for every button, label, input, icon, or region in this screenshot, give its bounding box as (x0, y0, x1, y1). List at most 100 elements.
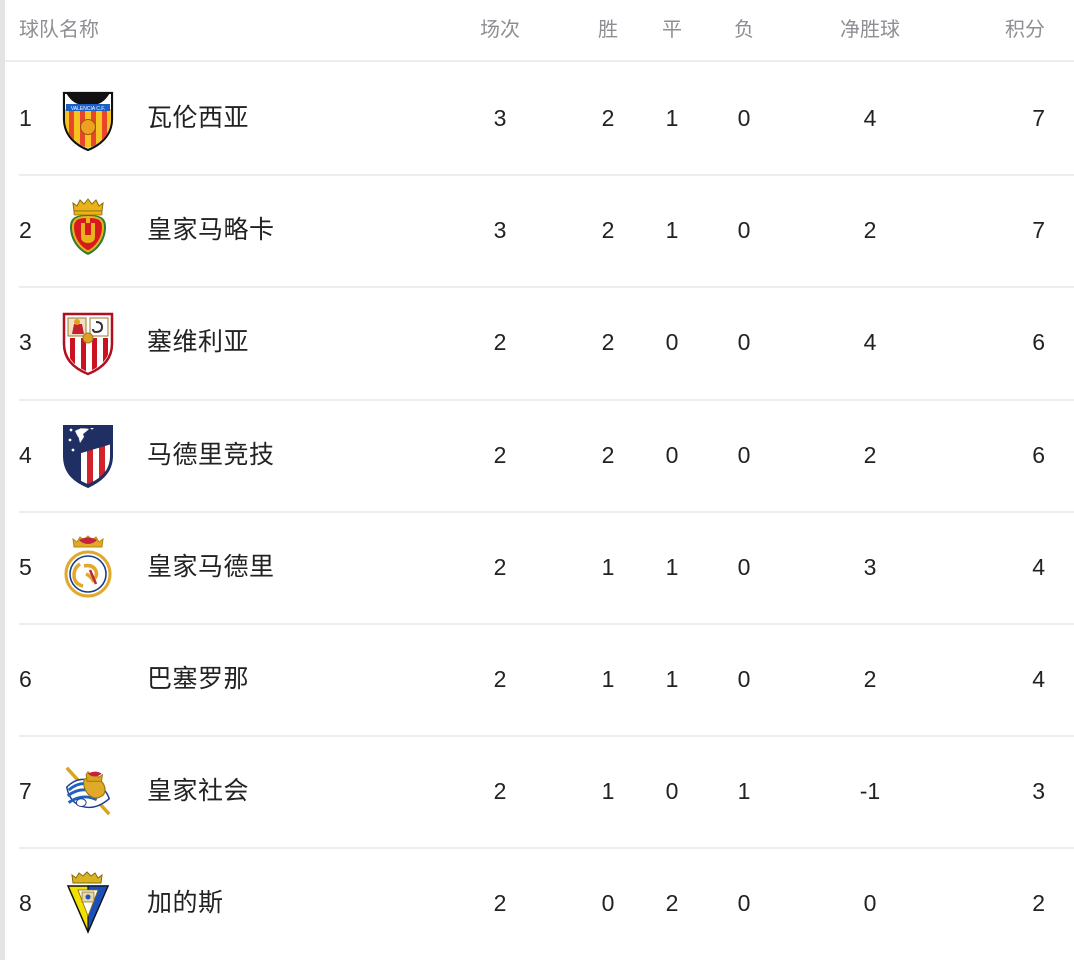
team-cell[interactable]: 6 巴塞罗那 (19, 623, 439, 735)
real-sociedad-crest (59, 757, 117, 825)
win-value: 2 (601, 105, 615, 131)
column-header-team[interactable]: 球队名称 (19, 19, 99, 41)
real-sociedad-crest-art (65, 766, 111, 816)
goal-difference-value: 0 (863, 890, 877, 917)
table-row[interactable]: 4 马德里竞技 2 (5, 398, 1074, 511)
points-value: 4 (1032, 553, 1045, 580)
win-value: 1 (601, 665, 615, 692)
team-cell[interactable]: 1 VALENCIA C.F. 瓦伦西亚 (19, 62, 439, 174)
table-row[interactable]: 7 皇家社会 2 1 0 1 -1 3 (5, 735, 1074, 847)
draw-value: 1 (665, 217, 679, 244)
table-row[interactable]: 1 VALENCIA C.F. 瓦伦西亚 3 2 1 0 (5, 62, 1074, 174)
column-header-win[interactable]: 胜 (598, 19, 618, 41)
table-row[interactable]: 8 加的斯 2 0 2 0 0 2 (5, 847, 1074, 959)
team-name[interactable]: 皇家马德里 (147, 552, 275, 581)
loss-value: 0 (737, 553, 751, 580)
team-cell[interactable]: 2 皇家马略卡 (19, 174, 439, 286)
goal-difference-value: 2 (863, 665, 877, 692)
goal-difference-value: 4 (863, 105, 877, 131)
valencia-crest-art: VALENCIA C.F. (62, 91, 114, 152)
draw-value: 0 (665, 441, 679, 468)
team-cell[interactable]: 3 塞维利亚 (19, 286, 439, 398)
real-madrid-crest-art (64, 535, 112, 598)
played-value: 3 (493, 217, 507, 244)
win-value: 1 (601, 553, 615, 580)
points-value: 7 (1032, 105, 1045, 131)
team-name[interactable]: 巴塞罗那 (147, 664, 250, 693)
valencia-crest: VALENCIA C.F. (59, 84, 117, 152)
table-row[interactable]: 6 巴塞罗那 2 1 1 0 2 4 (5, 622, 1074, 735)
left-edge-gutter (0, 0, 5, 960)
draw-value: 0 (665, 778, 679, 805)
draw-value: 0 (665, 329, 679, 356)
column-header-loss[interactable]: 负 (734, 19, 754, 41)
points-value: 7 (1032, 217, 1045, 244)
played-value: 2 (493, 665, 507, 692)
rank-number: 7 (19, 778, 32, 805)
column-header-goal-difference[interactable]: 净胜球 (840, 19, 900, 41)
loss-value: 0 (737, 665, 751, 692)
column-header-draw[interactable]: 平 (662, 19, 682, 41)
column-header-points[interactable]: 积分 (1005, 19, 1045, 41)
points-value: 6 (1032, 329, 1045, 356)
team-cell[interactable]: 8 加的斯 (19, 847, 439, 959)
team-name[interactable]: 马德里竞技 (147, 440, 275, 469)
table-body: 1 VALENCIA C.F. 瓦伦西亚 3 2 1 0 (5, 62, 1074, 960)
real-madrid-crest (59, 533, 117, 601)
win-value: 2 (601, 217, 615, 244)
rank-number: 4 (19, 441, 32, 468)
goal-difference-value: 2 (863, 441, 877, 468)
rank-number: 3 (19, 329, 32, 356)
cadiz-crest-art (66, 871, 110, 935)
sevilla-crest-art (62, 313, 114, 376)
rank-number: 6 (19, 665, 32, 692)
win-value: 1 (601, 778, 615, 805)
table-header-row: 球队名称 场次 胜 平 负 净胜球 积分 (5, 0, 1074, 62)
played-value: 2 (493, 553, 507, 580)
svg-text:VALENCIA C.F.: VALENCIA C.F. (71, 106, 105, 112)
goal-difference-value: -1 (859, 778, 881, 805)
draw-value: 1 (665, 553, 679, 580)
atletico-madrid-crest-art (63, 424, 113, 488)
team-cell[interactable]: 4 马德里竞技 (19, 399, 439, 511)
team-name[interactable]: 皇家社会 (147, 777, 250, 806)
points-value: 2 (1032, 890, 1045, 917)
mallorca-crest-art (70, 198, 106, 256)
team-name[interactable]: 皇家马略卡 (147, 216, 275, 245)
draw-value: 1 (665, 105, 679, 131)
team-name[interactable]: 加的斯 (147, 889, 224, 918)
sevilla-crest (59, 308, 117, 376)
column-header-played[interactable]: 场次 (480, 19, 520, 41)
loss-value: 0 (737, 105, 751, 131)
draw-value: 2 (665, 890, 679, 917)
played-value: 2 (493, 441, 507, 468)
standings-table: 球队名称 场次 胜 平 负 净胜球 积分 1 VALENCIA C. (5, 0, 1074, 960)
rank-number: 2 (19, 217, 32, 244)
goal-difference-value: 2 (863, 217, 877, 244)
loss-value: 0 (737, 329, 751, 356)
rank-number: 5 (19, 553, 32, 580)
table-row[interactable]: 2 皇家马略卡 3 2 1 0 2 7 (5, 174, 1074, 286)
team-cell[interactable]: 7 皇家社会 (19, 735, 439, 847)
played-value: 2 (493, 890, 507, 917)
played-value: 2 (493, 329, 507, 356)
win-value: 2 (601, 329, 615, 356)
goal-difference-value: 4 (863, 329, 877, 356)
team-name[interactable]: 塞维利亚 (147, 328, 250, 357)
draw-value: 1 (665, 665, 679, 692)
played-value: 3 (493, 105, 507, 131)
cadiz-crest (59, 869, 117, 937)
loss-value: 0 (737, 441, 751, 468)
team-crest-missing (59, 645, 117, 713)
table-row[interactable]: 5 皇家马德里 2 1 1 0 3 4 (5, 510, 1074, 623)
team-name[interactable]: 瓦伦西亚 (147, 104, 250, 132)
points-value: 6 (1032, 441, 1045, 468)
mallorca-crest (59, 196, 117, 264)
points-value: 3 (1032, 778, 1045, 805)
team-cell[interactable]: 5 皇家马德里 (19, 511, 439, 623)
table-row[interactable]: 3 塞维利亚 2 2 0 (5, 286, 1074, 398)
played-value: 2 (493, 778, 507, 805)
rank-number: 1 (19, 105, 32, 131)
loss-value: 0 (737, 217, 751, 244)
loss-value: 0 (737, 890, 751, 917)
